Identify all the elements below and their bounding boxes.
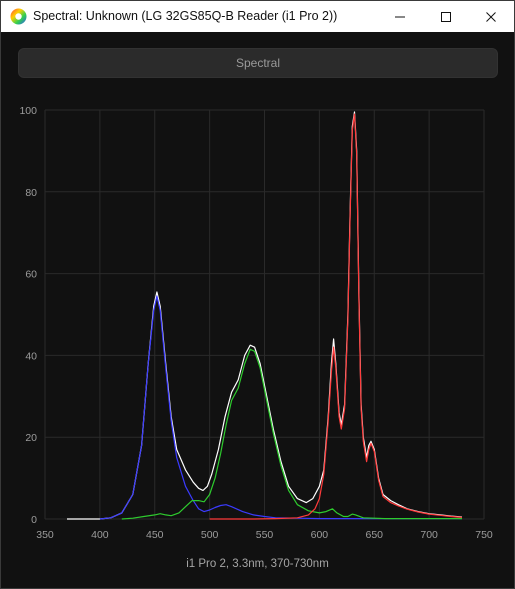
x-tick-label: 350 <box>36 529 54 541</box>
y-tick-label: 40 <box>25 350 37 362</box>
spectral-chart: 350 400 450 500 550 600 650 700 750 0 20 40 60 80 100 <box>19 105 492 541</box>
content-area: Spectral 350 400 450 500 550 600 650 700 750 0 20 4… <box>1 32 514 588</box>
y-tick-label: 20 <box>25 432 37 444</box>
maximize-button[interactable] <box>423 1 469 32</box>
y-tick-label: 60 <box>25 269 37 281</box>
close-icon <box>486 11 496 22</box>
close-button[interactable] <box>468 1 514 32</box>
x-tick-label: 700 <box>420 529 438 541</box>
chart-grid <box>44 109 485 520</box>
y-tick-label: 100 <box>19 105 37 117</box>
minimize-button[interactable] <box>377 1 423 32</box>
series-line-1 <box>99 295 462 520</box>
x-tick-label: 400 <box>91 529 109 541</box>
window-title: Spectral: Unknown (LG 32GS85Q-B Reader (… <box>33 9 338 23</box>
x-tick-label: 450 <box>146 529 164 541</box>
x-tick-label: 600 <box>311 529 329 541</box>
series-line-3 <box>209 113 463 520</box>
y-tick-label: 0 <box>31 514 37 526</box>
x-tick-label: 750 <box>475 529 493 541</box>
spectral-button[interactable]: Spectral <box>18 48 498 78</box>
x-tick-label: 550 <box>256 529 274 541</box>
y-tick-label: 80 <box>25 187 37 199</box>
x-tick-label: 650 <box>365 529 383 541</box>
maximize-icon <box>441 11 451 22</box>
title-bar[interactable]: Spectral: Unknown (LG 32GS85Q-B Reader (… <box>1 1 514 32</box>
chart-ticks: 350 400 450 500 550 600 650 700 750 0 20 40 60 80 100 <box>19 105 492 541</box>
spectral-rainbow-icon <box>10 8 27 25</box>
chart-lines <box>67 111 463 520</box>
chart-caption: i1 Pro 2, 3.3nm, 370-730nm <box>186 558 329 570</box>
series-line-2 <box>121 348 462 520</box>
x-tick-label: 500 <box>201 529 219 541</box>
minimize-icon <box>395 16 405 17</box>
